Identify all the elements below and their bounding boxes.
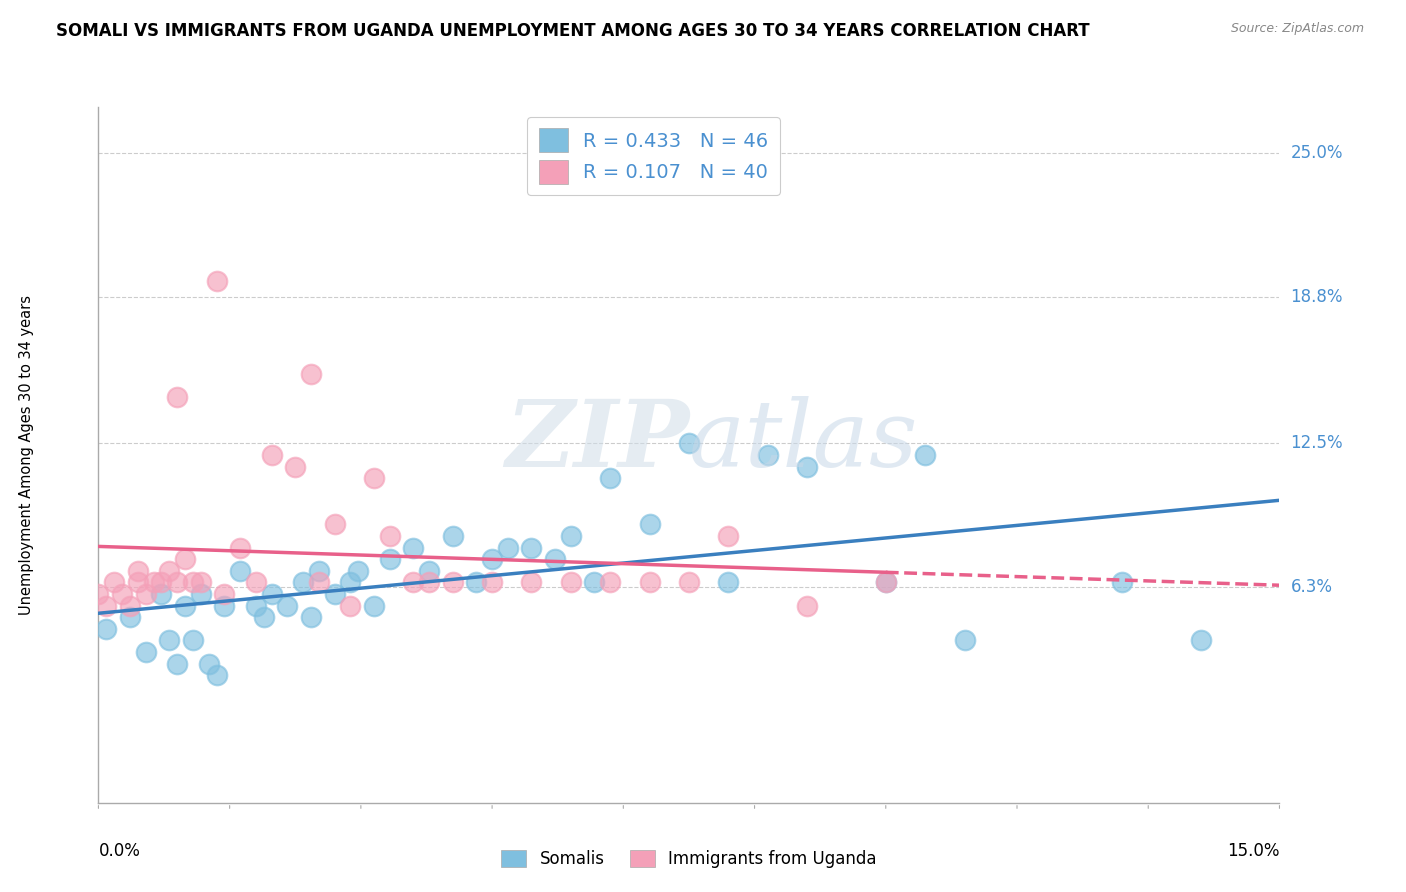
Point [157,633,180,648]
Point [111,587,134,601]
Point [299,367,322,381]
Point [796,599,818,613]
Point [481,552,503,566]
Point [717,529,740,543]
Point [103,575,125,590]
Point [174,552,197,566]
Point [638,517,661,532]
Point [323,517,346,532]
Point [197,657,219,671]
Point [796,459,818,474]
Text: 25.0%: 25.0% [1291,145,1343,162]
Point [378,552,401,566]
Point [638,575,661,590]
Point [260,587,283,601]
Text: Source: ZipAtlas.com: Source: ZipAtlas.com [1230,22,1364,36]
Point [678,436,700,450]
Legend: Somalis, Immigrants from Uganda: Somalis, Immigrants from Uganda [495,843,883,874]
Point [214,599,236,613]
Point [560,529,582,543]
Text: Unemployment Among Ages 30 to 34 years: Unemployment Among Ages 30 to 34 years [18,295,34,615]
Point [190,575,212,590]
Point [1189,633,1212,648]
Text: atlas: atlas [689,396,918,486]
Point [181,575,204,590]
Point [363,599,385,613]
Text: 0.0%: 0.0% [98,842,141,860]
Point [953,633,976,648]
Point [599,471,621,485]
Point [520,541,543,555]
Point [481,575,503,590]
Point [560,575,582,590]
Point [299,610,322,624]
Point [229,541,252,555]
Point [284,459,307,474]
Point [441,575,464,590]
Point [339,575,361,590]
Point [292,575,315,590]
Point [205,668,228,682]
Text: ZIP: ZIP [505,396,689,486]
Point [756,448,779,462]
Point [441,529,464,543]
Point [308,575,330,590]
Point [127,575,149,590]
Point [174,599,197,613]
Point [308,564,330,578]
Point [260,448,283,462]
Point [914,448,936,462]
Point [245,575,267,590]
Point [166,657,188,671]
Point [418,564,440,578]
Text: 15.0%: 15.0% [1227,842,1279,860]
Point [150,587,173,601]
Point [583,575,606,590]
Point [96,622,118,636]
Point [378,529,401,543]
Point [135,645,157,659]
Text: 6.3%: 6.3% [1291,578,1333,596]
Point [875,575,897,590]
Point [118,610,141,624]
Point [157,564,180,578]
Point [402,575,425,590]
Point [214,587,236,601]
Point [245,599,267,613]
Point [875,575,897,590]
Point [150,575,173,590]
Point [135,587,157,601]
Point [127,564,149,578]
Point [205,274,228,288]
Point [87,587,110,601]
Point [166,390,188,404]
Point [253,610,276,624]
Point [363,471,385,485]
Text: 18.8%: 18.8% [1291,288,1343,306]
Point [118,599,141,613]
Point [678,575,700,590]
Point [465,575,488,590]
Point [544,552,567,566]
Point [347,564,370,578]
Point [166,575,188,590]
Point [96,599,118,613]
Text: 12.5%: 12.5% [1291,434,1343,452]
Point [1111,575,1133,590]
Point [599,575,621,590]
Point [418,575,440,590]
Point [229,564,252,578]
Point [520,575,543,590]
Text: SOMALI VS IMMIGRANTS FROM UGANDA UNEMPLOYMENT AMONG AGES 30 TO 34 YEARS CORRELAT: SOMALI VS IMMIGRANTS FROM UGANDA UNEMPLO… [56,22,1090,40]
Point [402,541,425,555]
Point [142,575,165,590]
Point [276,599,298,613]
Point [339,599,361,613]
Point [181,633,204,648]
Point [190,587,212,601]
Point [323,587,346,601]
Point [717,575,740,590]
Point [496,541,519,555]
